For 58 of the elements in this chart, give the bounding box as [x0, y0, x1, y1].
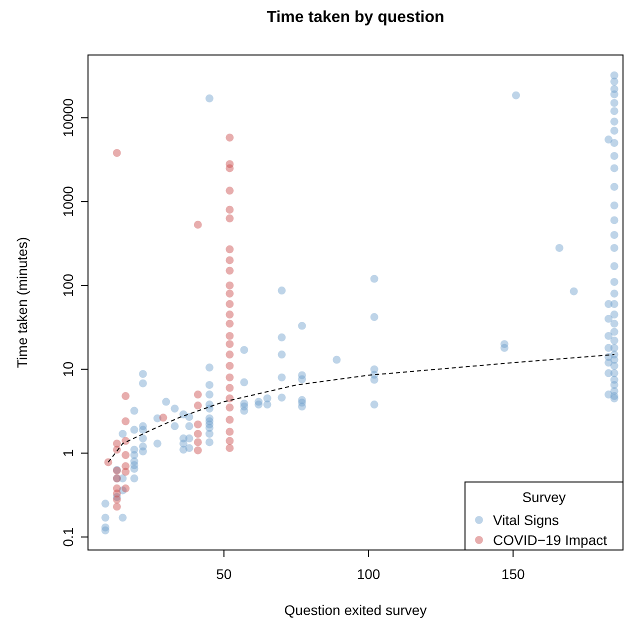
point	[226, 384, 234, 392]
point	[226, 444, 234, 452]
point	[226, 436, 234, 445]
y-tick-label: 10	[60, 361, 76, 378]
point	[122, 392, 130, 400]
point	[159, 414, 168, 422]
point	[226, 332, 234, 340]
x-axis-title: Question exited survey	[284, 602, 427, 618]
point	[122, 468, 130, 476]
point	[226, 362, 234, 370]
point	[194, 430, 202, 438]
point	[194, 438, 202, 446]
point	[226, 320, 234, 328]
point	[226, 300, 234, 308]
x-tick-label: 150	[501, 566, 525, 582]
point	[112, 446, 121, 454]
legend-label: COVID−19 Impact	[493, 532, 608, 548]
y-tick-label: 1000	[60, 186, 76, 218]
point	[112, 502, 121, 511]
point	[226, 186, 234, 195]
y-tick-label: 100	[60, 274, 76, 298]
y-tick-label: 0.1	[60, 527, 76, 547]
point	[226, 394, 234, 402]
point	[226, 350, 234, 359]
legend-label: Vital Signs	[493, 512, 559, 528]
point	[226, 134, 234, 142]
point	[226, 266, 234, 275]
x-tick-label: 100	[356, 566, 380, 582]
point	[112, 148, 121, 157]
point	[226, 310, 234, 319]
point	[226, 373, 234, 382]
point	[226, 164, 234, 172]
point	[226, 416, 234, 424]
point	[226, 428, 234, 436]
point	[122, 417, 130, 426]
point	[226, 281, 234, 290]
point	[194, 390, 202, 399]
point	[226, 404, 234, 412]
point	[226, 290, 234, 298]
point	[226, 245, 234, 254]
y-tick-label: 1	[60, 449, 76, 458]
point	[122, 451, 130, 460]
point	[226, 206, 234, 214]
chart-title: Time taken by question	[266, 9, 444, 26]
x-tick-label: 50	[216, 566, 232, 582]
legend-title: Survey	[522, 489, 566, 505]
point	[194, 220, 202, 229]
point	[122, 484, 130, 492]
y-tick-label: 10000	[60, 98, 76, 138]
point	[122, 436, 130, 445]
point	[194, 402, 202, 410]
point	[194, 420, 202, 428]
point	[226, 256, 234, 264]
point	[226, 340, 234, 348]
point	[226, 214, 234, 222]
point	[194, 446, 202, 454]
point	[112, 496, 121, 504]
y-axis-title: Time taken (minutes)	[14, 237, 30, 368]
